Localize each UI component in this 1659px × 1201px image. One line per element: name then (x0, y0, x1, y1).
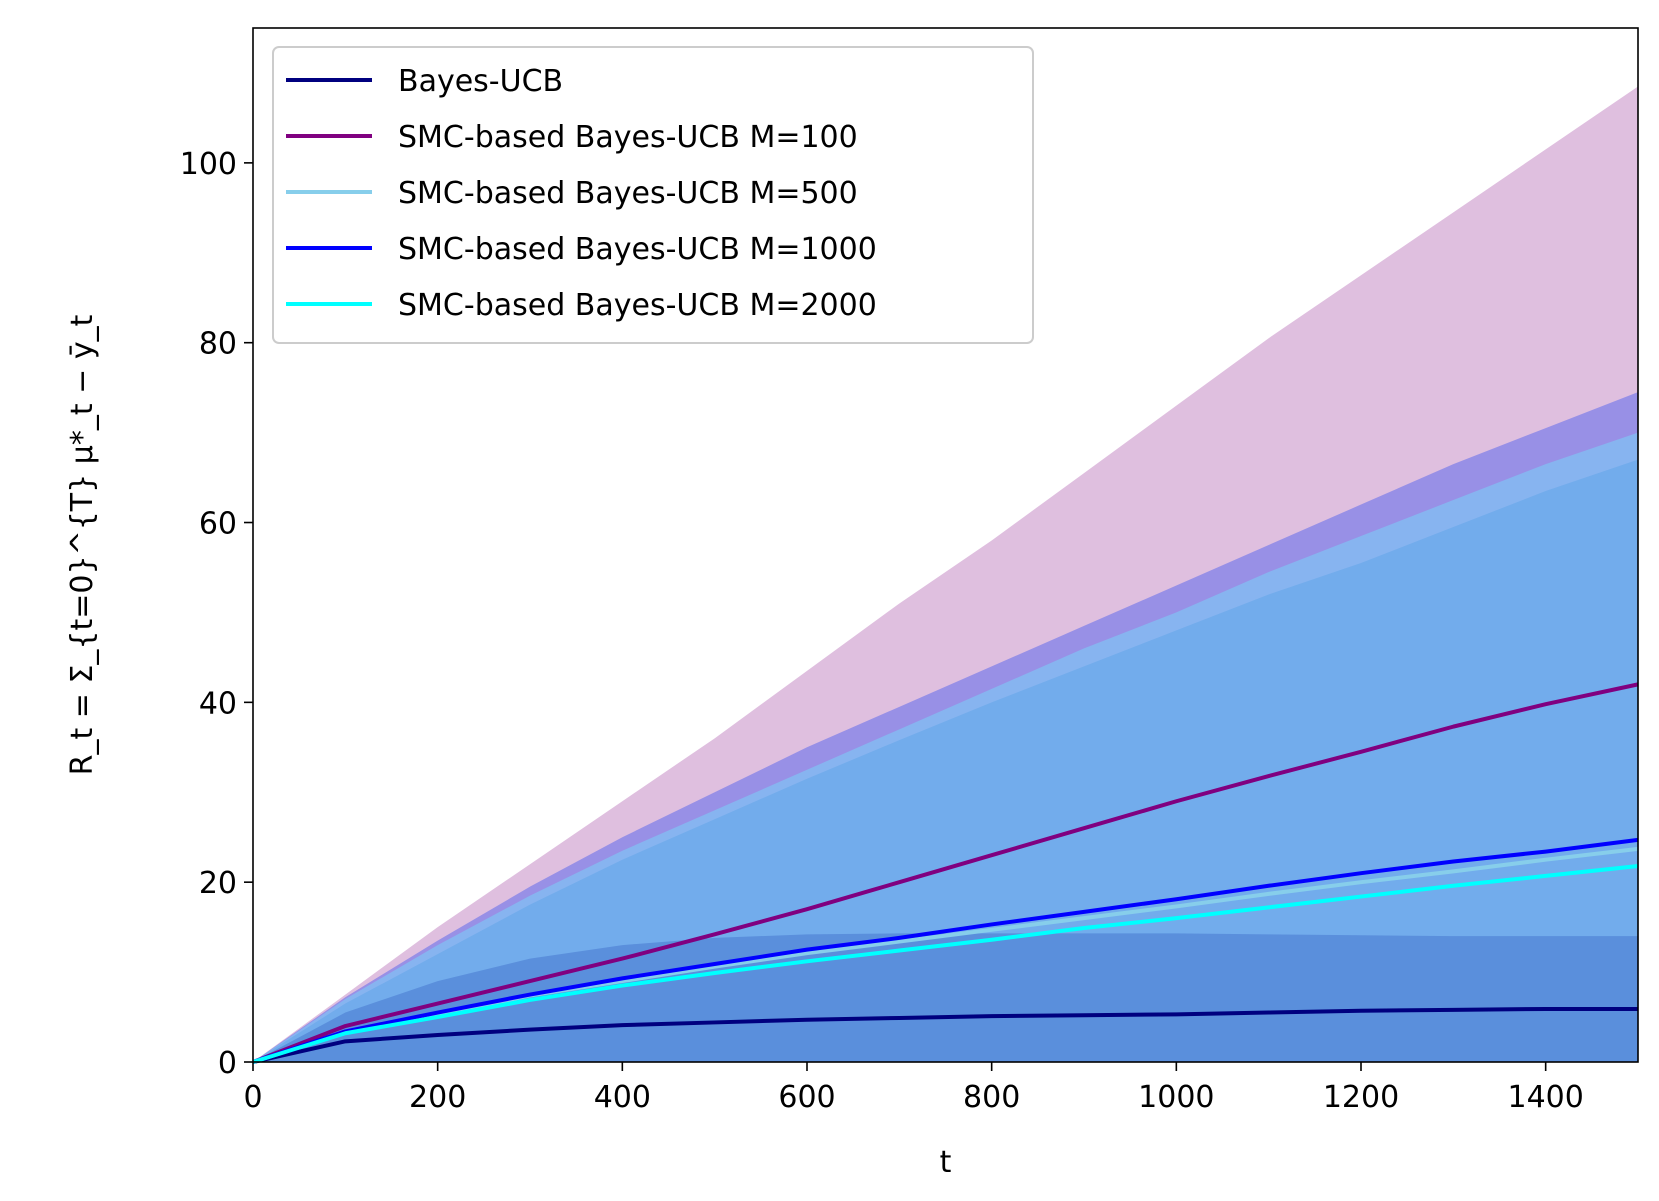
series-line-4 (252, 837, 1639, 1064)
series-line-2 (252, 682, 1639, 1064)
y-tick-label: 80 (199, 327, 237, 362)
y-tick-label: 20 (199, 866, 237, 901)
y-tick-label: 0 (218, 1046, 237, 1081)
plot-frame (252, 27, 1639, 1063)
x-tick-label: 0 (243, 1080, 262, 1115)
y-tick-label: 60 (199, 507, 237, 542)
legend: Bayes-UCB SMC-based Bayes-UCB M=100 SMC-ba… (272, 46, 1034, 344)
x-axis: 0 200 400 600 800 1000 1200 1400 (243, 1062, 1584, 1115)
x-tick-label: 1200 (1323, 1080, 1399, 1115)
y-axis: 0 20 40 60 80 100 (180, 147, 253, 1081)
y-axis-label: R_t = Σ_{t=0}^{T} μ*_t − ȳ_t (65, 314, 100, 775)
x-tick-label: 200 (409, 1080, 466, 1115)
band-5 (253, 459, 1638, 1062)
legend-label-3: SMC-based Bayes-UCB M=500 (398, 176, 858, 211)
confidence-bands (253, 86, 1638, 1062)
x-tick-label: 400 (594, 1080, 651, 1115)
x-tick-label: 1400 (1507, 1080, 1583, 1115)
series-lines (252, 682, 1639, 1064)
legend-box (272, 46, 1034, 344)
x-tick-label: 600 (778, 1080, 835, 1115)
x-tick-label: 800 (963, 1080, 1020, 1115)
x-axis-label: t (940, 1145, 952, 1180)
x-tick-label: 1000 (1138, 1080, 1214, 1115)
series-line-1 (252, 1006, 1638, 1064)
legend-label-5: SMC-based Bayes-UCB M=2000 (398, 288, 877, 323)
legend-label-4: SMC-based Bayes-UCB M=1000 (398, 232, 877, 267)
y-tick-label: 40 (199, 686, 237, 721)
legend-label-1: Bayes-UCB (398, 64, 563, 99)
series-line-5 (252, 864, 1639, 1064)
y-tick-label: 100 (180, 147, 237, 182)
legend-label-2: SMC-based Bayes-UCB M=100 (398, 120, 858, 155)
